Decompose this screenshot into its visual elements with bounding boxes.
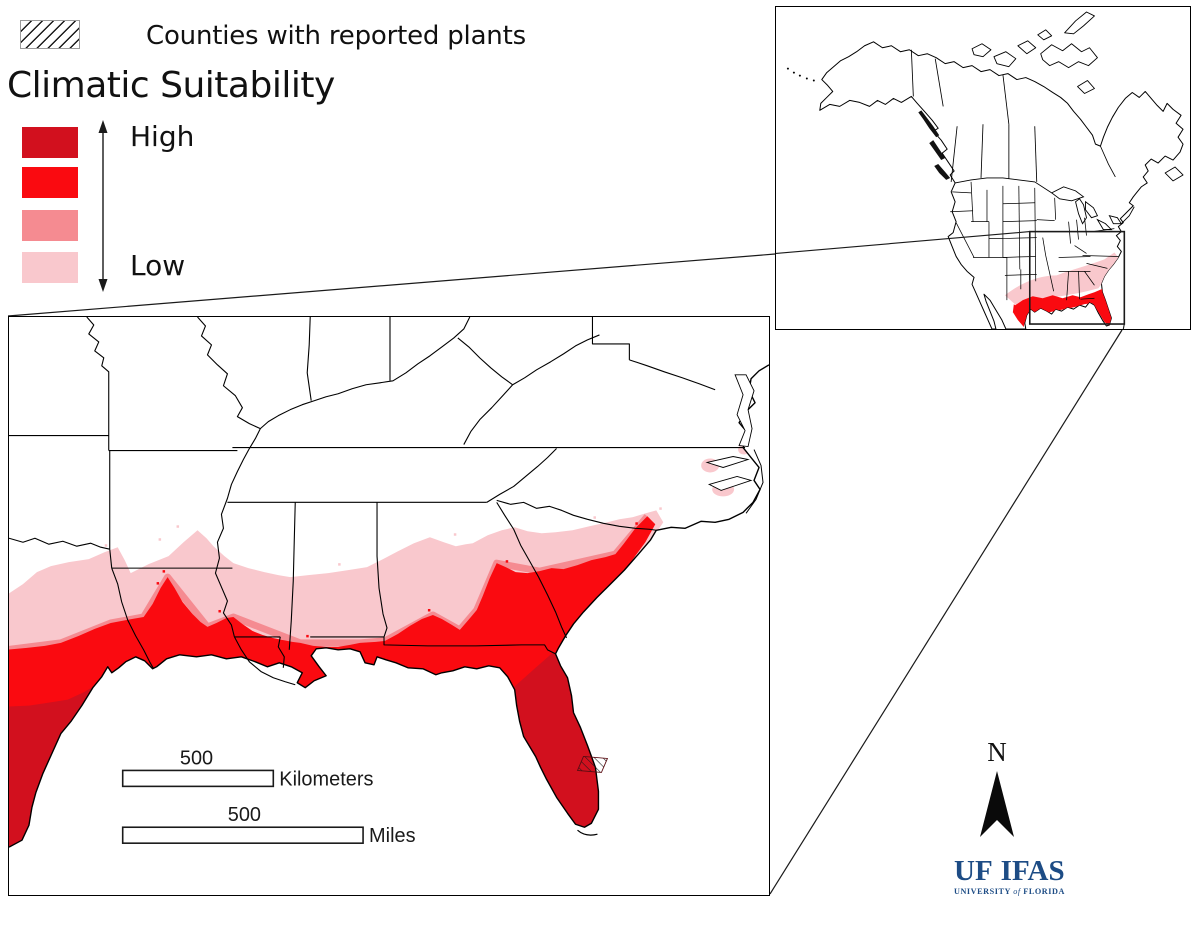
aleutian-islands bbox=[786, 67, 815, 82]
north-arrow: N bbox=[980, 737, 1014, 837]
raster-speckle-low bbox=[104, 507, 662, 566]
high-label: High bbox=[130, 120, 195, 153]
logo-tagline: UNIVERSITY of FLORIDA bbox=[954, 887, 1064, 896]
scale-miles-unit: Miles bbox=[369, 825, 416, 847]
connector-stub-bottom bbox=[1122, 323, 1125, 329]
overview-low-band bbox=[1004, 252, 1120, 311]
logo-uf: UF bbox=[954, 855, 993, 887]
logo-tagline-university: UNIVERSITY bbox=[954, 887, 1011, 896]
overview-map bbox=[775, 6, 1191, 330]
logo-wordmark: UF IFAS bbox=[954, 855, 1065, 887]
raster-speckle-high bbox=[156, 522, 638, 638]
us-state-borders bbox=[950, 181, 1119, 301]
suitability-swatch-medium bbox=[22, 210, 78, 241]
north-label: N bbox=[987, 737, 1007, 767]
outer-banks bbox=[745, 449, 764, 514]
suitability-swatch-low bbox=[22, 252, 78, 283]
north-america-landmass bbox=[819, 41, 1184, 329]
arctic-islands bbox=[971, 11, 1184, 182]
scale-km-value: 500 bbox=[180, 747, 213, 769]
reported-county-hatch bbox=[576, 756, 609, 773]
scale-bars: 500 Kilometers 500 Miles bbox=[121, 747, 416, 847]
pamlico-sound bbox=[705, 456, 750, 468]
albemarle-sound bbox=[707, 475, 753, 491]
pacific-coast-islands bbox=[918, 110, 951, 180]
connector-line-bottom bbox=[769, 329, 1123, 895]
chesapeake-bay bbox=[734, 374, 755, 448]
main-map: 500 Kilometers 500 Miles bbox=[8, 316, 770, 896]
hatched-counties-swatch bbox=[20, 20, 80, 49]
state-borders bbox=[9, 317, 746, 686]
suitability-swatch-very-high bbox=[22, 127, 78, 158]
scale-miles-value: 500 bbox=[228, 804, 261, 826]
low-label: Low bbox=[130, 249, 186, 282]
overview-map-canvas bbox=[776, 11, 1184, 329]
overview-high-band bbox=[1013, 287, 1112, 327]
uf-ifas-logo: UF IFAS UNIVERSITY of FLORIDA bbox=[954, 855, 1065, 896]
scale-bar-miles bbox=[121, 826, 364, 844]
main-map-canvas: 500 Kilometers 500 Miles bbox=[9, 317, 769, 848]
legend-title: Climatic Suitability bbox=[7, 65, 335, 106]
suitability-swatch-high bbox=[22, 167, 78, 198]
great-lakes bbox=[1050, 186, 1123, 231]
inset-zoom-rectangle bbox=[1028, 230, 1126, 325]
logo-tagline-florida: FLORIDA bbox=[1023, 887, 1065, 896]
north-arrow-icon bbox=[980, 771, 1014, 837]
florida-keys bbox=[577, 829, 598, 836]
scale-bar-kilometers bbox=[121, 769, 275, 788]
logo-ifas: IFAS bbox=[1000, 855, 1065, 887]
connector-line-top bbox=[7, 253, 776, 317]
scale-km-unit: Kilometers bbox=[279, 768, 373, 790]
gradient-arrow-icon bbox=[98, 120, 108, 292]
counties-label: Counties with reported plants bbox=[146, 21, 526, 51]
canada-borders bbox=[910, 49, 1135, 224]
logo-tagline-of: of bbox=[1013, 887, 1021, 896]
connector-stub-top bbox=[776, 231, 1030, 255]
overview-texas-tip bbox=[1012, 304, 1025, 328]
